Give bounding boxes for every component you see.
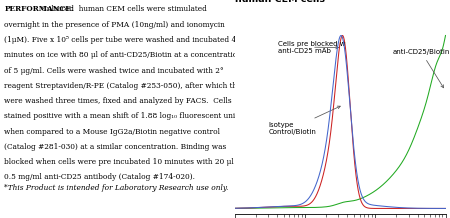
Text: of 5 μg/ml. Cells were washed twice and incubated with 2°: of 5 μg/ml. Cells were washed twice and …: [4, 66, 224, 75]
Text: Cultured  human CEM cells were stimulated: Cultured human CEM cells were stimulated: [39, 5, 207, 13]
Text: Binding of anti-CD25/Biotin to stimulated
human CEM cells: Binding of anti-CD25/Biotin to stimulate…: [234, 0, 450, 3]
Text: stained positive with a mean shift of 1.88 log₁₀ fluorescent units: stained positive with a mean shift of 1.…: [4, 112, 242, 120]
Text: (1μM). Five x 10⁵ cells per tube were washed and incubated 45: (1μM). Five x 10⁵ cells per tube were wa…: [4, 36, 242, 44]
Text: blocked when cells were pre incubated 10 minutes with 20 μl of: blocked when cells were pre incubated 10…: [4, 158, 244, 166]
Text: (Catalog #281-030) at a similar concentration. Binding was: (Catalog #281-030) at a similar concentr…: [4, 143, 227, 151]
Text: when compared to a Mouse IgG2a/Biotin negative control: when compared to a Mouse IgG2a/Biotin ne…: [4, 128, 220, 136]
Text: minutes on ice with 80 μl of anti-CD25/Biotin at a concentration: minutes on ice with 80 μl of anti-CD25/B…: [4, 51, 243, 59]
Text: 0.5 mg/ml anti-CD25 antibody (Catalog #174-020).: 0.5 mg/ml anti-CD25 antibody (Catalog #1…: [4, 174, 195, 181]
Text: PERFORMANCE:: PERFORMANCE:: [4, 5, 74, 13]
Text: reagent Streptaviden/R-PE (Catalog #253-050), after which they: reagent Streptaviden/R-PE (Catalog #253-…: [4, 82, 246, 90]
Text: were washed three times, fixed and analyzed by FACS.  Cells: were washed three times, fixed and analy…: [4, 97, 232, 105]
Text: anti-CD25/Biotin: anti-CD25/Biotin: [393, 49, 450, 88]
Text: Isotype
Control/Biotin: Isotype Control/Biotin: [268, 106, 340, 135]
Text: Cells pre blocked w
anti-CD25 mAb: Cells pre blocked w anti-CD25 mAb: [278, 41, 346, 54]
Text: overnight in the presence of PMA (10ng/ml) and ionomycin: overnight in the presence of PMA (10ng/m…: [4, 21, 225, 29]
Text: *This Product is intended for Laboratory Research use only.: *This Product is intended for Laboratory…: [4, 184, 229, 192]
